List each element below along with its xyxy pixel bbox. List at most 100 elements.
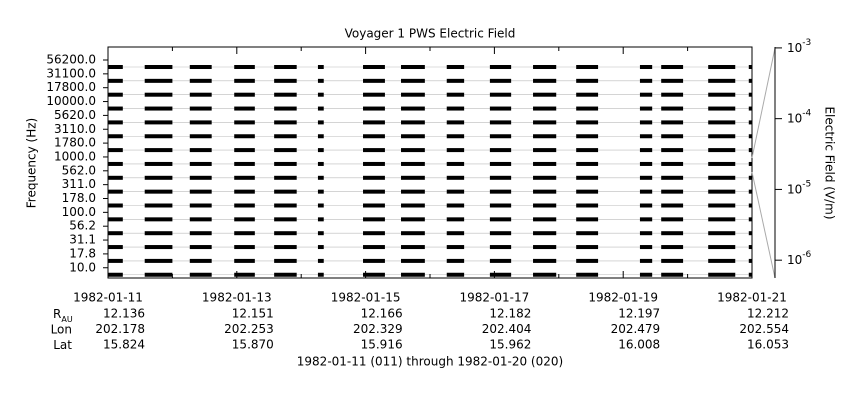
coverage-bar: [639, 148, 653, 153]
coverage-bar: [661, 258, 684, 263]
coverage-bar: [401, 161, 425, 166]
ephemeris-value: 12.197: [618, 307, 660, 321]
coverage-bar: [144, 106, 173, 111]
coverage-bar: [576, 231, 599, 236]
coverage-bar: [363, 120, 385, 125]
coverage-bar: [363, 161, 385, 166]
coverage-bar: [317, 134, 324, 139]
coverage-bar: [489, 258, 512, 263]
coverage-bar: [533, 134, 557, 139]
coverage-bar: [144, 175, 173, 180]
coverage-bar: [489, 272, 512, 277]
coverage-bar: [661, 134, 684, 139]
coverage-bar: [639, 161, 653, 166]
coverage-bar: [189, 92, 212, 97]
x-tick-label: 1982-01-19: [588, 291, 658, 305]
coverage-bar: [363, 65, 385, 69]
coverage-bar: [363, 258, 385, 263]
coverage-bar: [576, 245, 599, 250]
coverage-bar: [708, 106, 736, 111]
coverage-bar: [576, 189, 599, 194]
coverage-bar: [533, 272, 557, 277]
coverage-bar: [748, 161, 752, 166]
coverage-bar: [446, 106, 465, 111]
coverage-bar: [189, 175, 212, 180]
coverage-bar: [274, 106, 297, 111]
coverage-bar: [446, 272, 465, 277]
ephemeris-value: 15.870: [232, 338, 274, 352]
coverage-bar: [489, 245, 512, 250]
coverage-bar: [189, 106, 212, 111]
coverage-bar: [533, 148, 557, 153]
coverage-bar: [144, 120, 173, 125]
ephemeris-value: 16.008: [618, 338, 660, 352]
coverage-bar: [401, 272, 425, 277]
coverage-bar: [748, 78, 752, 83]
coverage-bar: [274, 161, 297, 166]
coverage-bar: [639, 258, 653, 263]
coverage-bar: [576, 161, 599, 166]
coverage-bar: [489, 231, 512, 236]
coverage-bar: [489, 175, 512, 180]
coverage-bar: [533, 217, 557, 222]
coverage-bar: [144, 148, 173, 153]
coverage-bar: [317, 203, 324, 208]
coverage-bar: [708, 161, 736, 166]
coverage-bar: [661, 161, 684, 166]
coverage-bar: [576, 258, 599, 263]
coverage-bar: [708, 120, 736, 125]
coverage-bar: [748, 217, 752, 222]
coverage-bar: [489, 92, 512, 97]
coverage-bar: [661, 65, 684, 69]
coverage-bar: [533, 245, 557, 250]
coverage-bar: [108, 161, 123, 166]
coverage-bar: [234, 161, 255, 166]
coverage-bar: [144, 231, 173, 236]
coverage-bar: [639, 245, 653, 250]
coverage-bar: [401, 231, 425, 236]
coverage-bar: [446, 148, 465, 153]
coverage-bar: [108, 258, 123, 263]
coverage-bar: [363, 148, 385, 153]
coverage-bar: [748, 148, 752, 153]
coverage-bar: [317, 217, 324, 222]
channel-label: 31.1: [69, 233, 96, 247]
channel-label: 311.0: [62, 177, 96, 191]
coverage-bar: [639, 189, 653, 194]
coverage-bar: [317, 78, 324, 83]
coverage-bar: [748, 231, 752, 236]
coverage-bar: [533, 106, 557, 111]
coverage-bar: [108, 272, 123, 277]
coverage-bar: [317, 120, 324, 125]
coverage-bar: [189, 203, 212, 208]
coverage-bar: [144, 92, 173, 97]
coverage-bar: [446, 175, 465, 180]
channel-label: 17.8: [69, 246, 96, 260]
coverage-bar: [144, 189, 173, 194]
coverage-bar: [234, 175, 255, 180]
coverage-bar: [189, 189, 212, 194]
coverage-bar: [401, 217, 425, 222]
coverage-bar: [533, 175, 557, 180]
coverage-bar: [274, 203, 297, 208]
coverage-bar: [446, 217, 465, 222]
coverage-bar: [189, 272, 212, 277]
channel-label: 100.0: [62, 205, 96, 219]
coverage-bar: [533, 65, 557, 69]
y2-tick-label: 10-6: [787, 250, 812, 267]
y2-tick-exponent: -4: [802, 108, 811, 118]
coverage-bar: [363, 245, 385, 250]
coverage-bar: [639, 65, 653, 69]
coverage-bar: [661, 203, 684, 208]
y2-tick-base: 10: [787, 182, 802, 196]
ephemeris-value: 202.404: [482, 322, 532, 336]
coverage-bar: [708, 272, 736, 277]
coverage-bar: [489, 65, 512, 69]
coverage-bar: [576, 134, 599, 139]
coverage-bar: [108, 120, 123, 125]
coverage-bar: [639, 217, 653, 222]
coverage-bar: [317, 161, 324, 166]
coverage-bar: [363, 134, 385, 139]
coverage-bar: [401, 134, 425, 139]
coverage-bar: [446, 203, 465, 208]
